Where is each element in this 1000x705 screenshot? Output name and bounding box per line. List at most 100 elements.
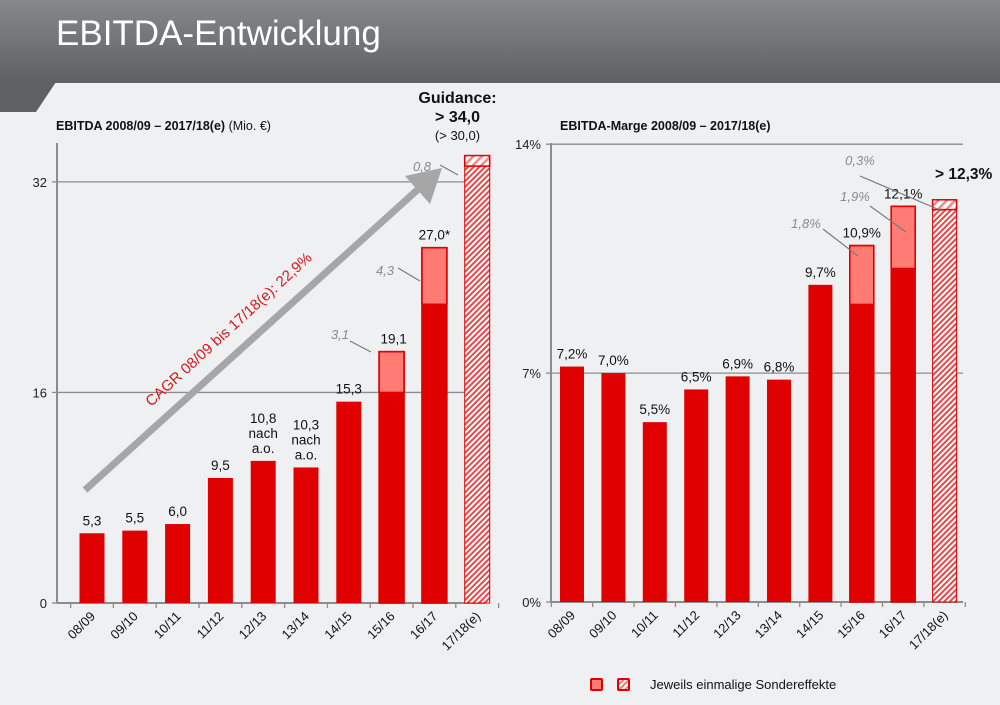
special-effect-label: 0,8 [413,159,432,174]
data-label: 5,5 [125,511,144,526]
legend: Jeweils einmalige Sondereffekte [590,677,836,692]
bar-14-15 [808,284,833,602]
bar-12-13 [250,460,276,603]
left-chart-title-text: EBITDA 2008/09 – 2017/18(e) [56,119,226,133]
guidance-previous: (> 30,0) [434,128,481,143]
bar-10-11 [642,422,667,602]
cagr-label: CAGR 08/09 bis 17/18(e): 22,9% [142,249,315,410]
data-label: 9,7% [805,265,836,280]
x-tick-label: 17/18(e) [438,609,483,654]
data-label: 15,3 [336,382,362,397]
left-chart-unit: (Mio. €) [228,119,271,133]
callout-leader-line [349,340,372,353]
data-label: 27,0* [419,228,451,243]
data-label: 10,8 [250,411,276,426]
cagr-arrow [82,168,442,493]
bar-special-effect [463,154,491,167]
bar-12-13 [725,376,750,602]
x-tick-label: 14/15 [793,608,827,642]
bar-outline [378,350,405,604]
y-tick-label: 14% [515,137,541,152]
cagr-arrow-head [405,168,442,204]
guidance-value: > 34,0 [435,109,480,126]
data-label: a.o. [295,447,318,462]
x-tick-label: 09/10 [586,608,620,642]
x-tick-label: 12/13 [236,609,270,643]
legend-swatch-special-effect [590,678,603,691]
cagr-arrow-shaft [82,180,428,493]
bar-10-11 [165,524,191,603]
bar-16-17 [891,268,916,602]
data-label: nach [291,432,320,447]
x-tick-label: 13/14 [752,608,786,642]
y-tick-label: 16 [33,385,47,400]
bar-17-18-e- [932,209,958,603]
bar-special-effect [849,244,875,306]
x-tick-label: 11/12 [669,608,702,641]
x-tick-label: 16/17 [876,608,910,642]
data-label: 5,5% [639,402,670,417]
data-label: 6,0 [168,504,187,519]
bar-09-10 [601,373,626,602]
right-chart: 0% 7% 14% 08/09 7,2% 09/10 7,0% 10/11 5,5% 11/12 6… [515,137,993,652]
x-tick-label: 13/14 [279,609,313,643]
data-label: 7,0% [598,353,629,368]
legend-swatch-special-effect-estimate [617,678,630,691]
data-label: 6,9% [722,356,753,371]
x-tick-label: 15/16 [364,609,398,643]
bar-13-14 [293,467,319,603]
bar-special-effect [378,350,405,394]
callout-leader-line [859,175,943,212]
bar-14-15 [336,401,362,603]
y-tick-label: 0 [40,596,47,611]
bar-special-effect [890,205,916,270]
data-label: 7,2% [557,347,588,362]
bar-09-10 [122,530,148,603]
left-chart-title: EBITDA 2008/09 – 2017/18(e) (Mio. €) [56,119,271,133]
page-title: EBITDA-Entwicklung [56,14,381,53]
bar-15-16 [849,304,874,602]
data-label: 9,5 [211,458,230,473]
legend-label: Jeweils einmalige Sondereffekte [650,677,837,692]
x-tick-label: 08/09 [545,608,579,642]
x-tick-label: 16/17 [407,609,441,643]
data-label: 5,3 [83,513,102,528]
x-tick-label: 08/09 [65,609,99,643]
bar-special-effect [931,199,958,211]
right-chart-title: EBITDA-Marge 2008/09 – 2017/18(e) [560,119,771,133]
special-effect-label: 1,8% [791,216,821,231]
margin-guidance-label: > 12,3% [935,166,993,183]
x-tick-label: 14/15 [321,609,355,643]
bar-08-09 [79,533,105,603]
x-tick-label: 17/18(e) [906,608,951,653]
data-label: 19,1 [380,332,406,347]
bar-16-17 [421,304,447,603]
bar-special-effect [421,246,448,306]
bar-11-12 [207,477,233,603]
x-tick-label: 10/11 [628,608,661,641]
x-tick-label: 15/16 [834,608,868,642]
x-tick-label: 09/10 [107,609,141,643]
bar-15-16 [379,392,405,603]
data-label: 10,3 [293,417,319,432]
data-label: 10,9% [843,226,881,241]
x-tick-label: 11/12 [194,609,227,642]
bar-outline [421,246,448,604]
special-effect-label: 1,9% [840,189,870,204]
callout-leader-line [869,205,907,233]
header-band [0,0,1000,83]
bar-13-14 [767,379,791,602]
guidance-label: Guidance: [418,90,497,107]
data-label: nach [249,426,278,441]
data-label: a.o. [252,441,275,456]
bar-outline [890,205,916,603]
callout-leader-line [439,164,459,176]
bar-17-18-e- [464,165,491,604]
x-tick-label: 10/11 [151,609,184,642]
y-tick-label: 32 [33,175,47,190]
header-notch [0,82,56,112]
special-effect-label: 0,3% [845,153,875,168]
special-effect-label: 3,1 [331,327,349,342]
data-label: 6,5% [681,369,712,384]
